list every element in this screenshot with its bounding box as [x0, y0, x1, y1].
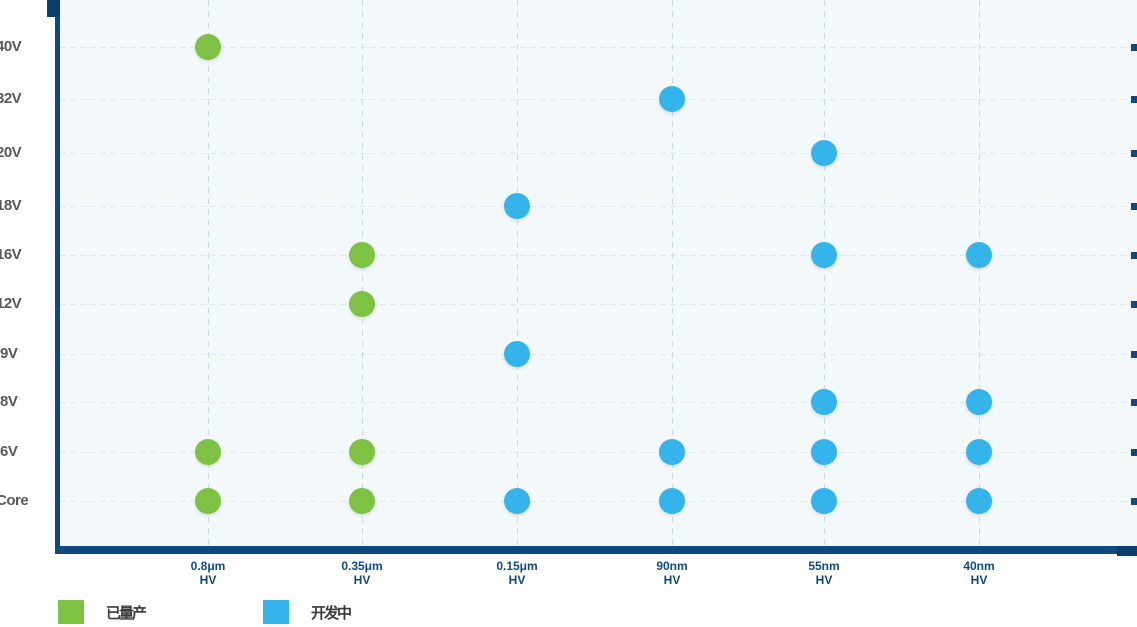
- legend-item[interactable]: 开发中: [263, 600, 352, 624]
- category-line-0.15μm: [517, 0, 518, 546]
- data-point[interactable]: [811, 140, 837, 166]
- x-axis-label-0.8μm: 0.8μm HV: [128, 559, 288, 587]
- x-axis-label-55nm: 55nm HV: [744, 559, 904, 587]
- data-point[interactable]: [349, 488, 375, 514]
- data-point[interactable]: [504, 193, 530, 219]
- axis-tick-40v: [1131, 44, 1137, 51]
- x-axis-line: [55, 546, 1127, 554]
- data-point[interactable]: [966, 488, 992, 514]
- x-axis-label-process: HV: [815, 573, 833, 587]
- data-point[interactable]: [659, 86, 685, 112]
- y-axis-label-8v: 8V: [0, 393, 18, 410]
- legend-label: 开发中: [311, 604, 352, 622]
- x-axis-label-process: HV: [508, 573, 526, 587]
- x-axis-label-node: 90nm: [656, 559, 688, 573]
- y-axis-label-20v: 20V: [0, 144, 22, 161]
- y-axis-label-18v: 18V: [0, 197, 22, 214]
- axis-tick-8v: [1131, 399, 1137, 406]
- category-line-0.8μm: [208, 0, 209, 546]
- gridline-9v: [60, 354, 1134, 355]
- gridline-core: [60, 501, 1134, 502]
- plot-area: [60, 0, 1137, 549]
- x-axis-label-node: 0.15μm: [496, 559, 538, 573]
- gridline-12v: [60, 304, 1134, 305]
- x-axis-label-process: HV: [199, 573, 217, 587]
- gridline-8v: [60, 402, 1134, 403]
- data-point[interactable]: [659, 488, 685, 514]
- y-axis-line: [55, 0, 60, 550]
- x-axis-label-node: 0.35μm: [341, 559, 383, 573]
- axis-tick-20v: [1131, 150, 1137, 157]
- gridline-6v: [60, 452, 1134, 453]
- data-point[interactable]: [349, 242, 375, 268]
- x-axis-label-process: HV: [663, 573, 681, 587]
- legend-swatch-blue: [263, 600, 290, 624]
- axis-tick-16v: [1131, 252, 1137, 259]
- x-axis-label-90nm: 90nm HV: [592, 559, 752, 587]
- gridline-16v: [60, 255, 1134, 256]
- y-axis-label-6v: 6V: [0, 443, 18, 460]
- category-line-55nm: [824, 0, 825, 546]
- data-point[interactable]: [504, 488, 530, 514]
- legend-label: 已量产: [106, 604, 147, 622]
- x-axis-label-node: 55nm: [808, 559, 840, 573]
- x-axis-label-0.15μm: 0.15μm HV: [437, 559, 597, 587]
- data-point[interactable]: [195, 488, 221, 514]
- data-point[interactable]: [195, 439, 221, 465]
- data-point[interactable]: [811, 488, 837, 514]
- gridline-40v: [60, 47, 1134, 48]
- x-axis-label-node: 0.8μm: [190, 559, 226, 573]
- category-line-40nm: [979, 0, 980, 546]
- data-point[interactable]: [349, 291, 375, 317]
- x-axis-cap: [1117, 546, 1137, 556]
- y-axis-label-12v: 12V: [0, 295, 22, 312]
- x-axis-label-process: HV: [353, 573, 371, 587]
- y-axis-label-16v: 16V: [0, 246, 22, 263]
- data-point[interactable]: [195, 34, 221, 60]
- y-axis-label-40v: 40V: [0, 38, 22, 55]
- axis-tick-core: [1131, 498, 1137, 505]
- axis-tick-9v: [1131, 351, 1137, 358]
- y-axis-label-core: Core: [0, 492, 29, 509]
- y-axis-label-32v: 32V: [0, 90, 22, 107]
- data-point[interactable]: [966, 439, 992, 465]
- legend-item[interactable]: 已量产: [58, 600, 147, 624]
- data-point[interactable]: [504, 341, 530, 367]
- gridline-18v: [60, 206, 1134, 207]
- data-point[interactable]: [966, 242, 992, 268]
- axis-tick-18v: [1131, 203, 1137, 210]
- category-line-90nm: [672, 0, 673, 546]
- axis-tick-32v: [1131, 96, 1137, 103]
- data-point[interactable]: [659, 439, 685, 465]
- data-point[interactable]: [966, 389, 992, 415]
- y-axis-cap: [47, 0, 60, 17]
- axis-tick-12v: [1131, 301, 1137, 308]
- data-point[interactable]: [811, 389, 837, 415]
- legend-swatch-green: [58, 600, 84, 624]
- gridline-20v: [60, 153, 1134, 154]
- axis-tick-6v: [1131, 449, 1137, 456]
- x-axis-label-process: HV: [970, 573, 988, 587]
- x-axis-label-node: 40nm: [963, 559, 995, 573]
- chart-legend: 已量产 开发中: [58, 600, 468, 624]
- gridline-32v: [60, 99, 1134, 100]
- x-axis-label-40nm: 40nm HV: [899, 559, 1059, 587]
- x-axis-label-0.35μm: 0.35μm HV: [282, 559, 442, 587]
- data-point[interactable]: [811, 439, 837, 465]
- data-point[interactable]: [349, 439, 375, 465]
- data-point[interactable]: [811, 242, 837, 268]
- category-line-0.35μm: [362, 0, 363, 546]
- y-axis-label-9v: 9V: [0, 345, 18, 362]
